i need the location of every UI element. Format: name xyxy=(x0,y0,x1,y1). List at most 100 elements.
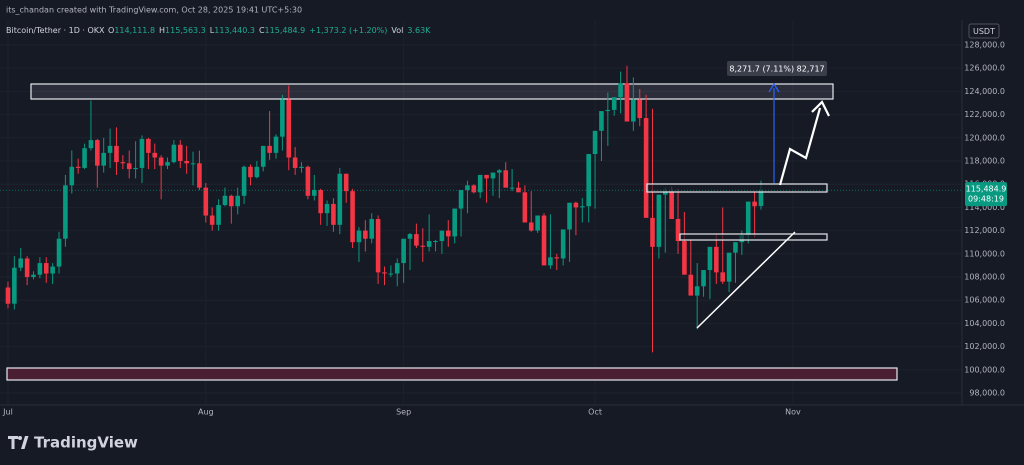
candle-body xyxy=(139,138,145,168)
candle-body xyxy=(394,263,400,274)
y-tick-label: 128,000.0 xyxy=(964,40,1005,49)
candle-body xyxy=(535,215,540,231)
y-tick-label: 98,000.0 xyxy=(969,389,1005,398)
change: +1,373.2 (+1.20%) xyxy=(309,26,387,35)
candle-body xyxy=(63,185,68,239)
candle-body xyxy=(477,174,483,193)
y-tick-label: 124,000.0 xyxy=(964,87,1005,96)
symbol-line: Bitcoin/Tether · 1D · OKX O114,111.8 H115,… xyxy=(6,26,431,35)
candle-body xyxy=(484,174,489,179)
candle-body xyxy=(241,166,247,196)
candle-body xyxy=(203,187,209,216)
credit: its_chandan created with TradingView.com… xyxy=(6,6,302,15)
candle-body xyxy=(586,154,591,207)
footer-logo: TradingView xyxy=(8,434,138,452)
candle-body xyxy=(758,190,764,207)
candle-body xyxy=(356,230,362,243)
candle-body xyxy=(618,83,623,98)
y-tick-label: 110,000.0 xyxy=(964,249,1005,258)
candle-body xyxy=(146,138,151,153)
candle-body xyxy=(490,172,496,179)
measure-arrowhead xyxy=(768,82,780,93)
candle-body xyxy=(280,99,285,137)
candle-body xyxy=(318,189,323,214)
last-price-label: 115,484.9 xyxy=(966,185,1007,194)
y-tick-label: 102,000.0 xyxy=(964,342,1005,351)
candle-body xyxy=(229,195,234,207)
ohlc-value: 113,440.3 xyxy=(214,26,255,35)
ohlc-key: O xyxy=(108,26,114,35)
candle-body xyxy=(452,208,457,237)
candle-body xyxy=(458,189,464,209)
candle-body xyxy=(273,136,279,153)
candle-body xyxy=(133,167,138,170)
candle-body xyxy=(414,234,419,246)
axes: 98,000.0 100,000.0 102,000.0 104,000.0 106,0… xyxy=(0,40,1007,417)
candle-body xyxy=(126,163,132,170)
candle-body xyxy=(216,205,221,225)
retest-zone xyxy=(679,233,828,241)
candle-body xyxy=(369,218,375,239)
x-tick-label: Oct xyxy=(588,408,602,417)
projection-arrow xyxy=(778,107,822,186)
title: Bitcoin/Tether · 1D · OKX xyxy=(6,26,105,35)
y-tick-label: 122,000.0 xyxy=(964,110,1005,119)
resistance-zone xyxy=(30,83,834,100)
candle-body xyxy=(573,202,579,208)
candle-body xyxy=(165,162,170,166)
candle-body xyxy=(497,170,502,173)
candle-body xyxy=(554,257,560,259)
candle-body xyxy=(560,229,566,259)
candle-body xyxy=(707,246,713,271)
y-tick-label: 100,000.0 xyxy=(964,365,1005,374)
candle-body xyxy=(567,202,572,230)
candle-body xyxy=(407,234,413,239)
candle-body xyxy=(688,274,694,296)
candle-body xyxy=(426,241,432,247)
candle-body xyxy=(190,163,196,165)
candle-body xyxy=(350,191,355,243)
measure-label: 8,271.7 (7.11%) 82,717 xyxy=(729,65,824,74)
ohlc-value: 114,111.8 xyxy=(114,26,155,35)
candle-body xyxy=(726,252,732,282)
candle-body xyxy=(439,230,445,242)
candle-body xyxy=(331,203,336,225)
candle-body xyxy=(158,157,164,166)
candle-body xyxy=(267,145,272,153)
currency[interactable]: USDT xyxy=(973,27,995,36)
candle-body xyxy=(260,145,266,167)
candle-body xyxy=(650,217,655,247)
trend-line xyxy=(696,231,796,329)
candle-body xyxy=(299,166,304,168)
candle-body xyxy=(197,163,202,188)
currency-box[interactable] xyxy=(968,23,1000,39)
candle-body xyxy=(701,270,706,287)
candle-body xyxy=(733,242,738,253)
ohlc-key: L xyxy=(210,26,215,35)
candle-body xyxy=(95,140,100,166)
candle-body xyxy=(388,273,394,275)
y-tick-label: 104,000.0 xyxy=(964,319,1005,328)
candle-body xyxy=(209,215,215,225)
candle-body xyxy=(643,118,649,218)
candle-body xyxy=(292,157,298,168)
x-tick-label: Aug xyxy=(198,408,214,417)
candle-body xyxy=(24,258,30,278)
candle-body xyxy=(43,263,49,274)
candle-body xyxy=(548,257,553,266)
volume-key: Vol xyxy=(391,26,403,35)
candle-body xyxy=(56,238,62,267)
last-price-box xyxy=(965,182,1007,207)
ohlc-value: 115,563.3 xyxy=(165,26,206,35)
candle-body xyxy=(382,272,387,274)
candle-body xyxy=(541,215,547,266)
y-tick-label: 126,000.0 xyxy=(964,64,1005,73)
candle-body xyxy=(745,201,751,236)
x-tick-label: Sep xyxy=(396,408,411,417)
candle-body xyxy=(662,191,668,195)
candle-body xyxy=(714,246,719,273)
candle-body xyxy=(82,148,87,168)
candle-body xyxy=(433,241,438,243)
